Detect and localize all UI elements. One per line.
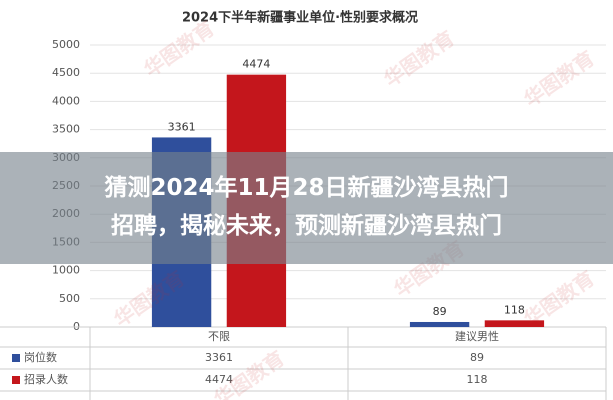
table-cell: 4474 (205, 373, 233, 386)
bar (484, 320, 545, 327)
y-tick-label: 3500 (52, 123, 80, 136)
x-tick-label: 不限 (208, 330, 230, 343)
value-label: 118 (504, 303, 525, 316)
watermark: 华图教育 (379, 26, 458, 92)
watermark: 华图教育 (139, 16, 218, 82)
y-tick-label: 5000 (52, 38, 80, 51)
table-cell: 118 (467, 373, 488, 386)
y-tick-label: 500 (59, 292, 80, 305)
legend-label: 岗位数 (24, 350, 57, 364)
x-tick-label: 建议男性 (455, 329, 499, 343)
chart-title: 2024下半年新疆事业单位·性别要求概况 (182, 10, 418, 26)
value-label: 4474 (242, 58, 270, 71)
legend-label: 招录人数 (24, 372, 68, 386)
legend-swatch (12, 376, 20, 384)
headline-banner: 猜测2024年11月28日新疆沙湾县热门 招聘，揭秘未来，预测新疆沙湾县热门 (0, 152, 613, 264)
y-tick-label: 1000 (52, 264, 80, 277)
headline: 招聘，揭秘未来，预测新疆沙湾县热门 (111, 213, 502, 239)
bar (409, 321, 470, 327)
table-cell: 89 (470, 351, 484, 364)
y-tick-label: 4500 (52, 66, 80, 79)
table-cell: 3361 (205, 351, 233, 364)
legend-swatch (12, 354, 20, 362)
value-label: 3361 (168, 120, 196, 133)
value-label: 89 (433, 305, 447, 318)
headline: 猜测2024年11月28日新疆沙湾县热门 (104, 175, 509, 201)
y-tick-label: 4000 (52, 94, 80, 107)
